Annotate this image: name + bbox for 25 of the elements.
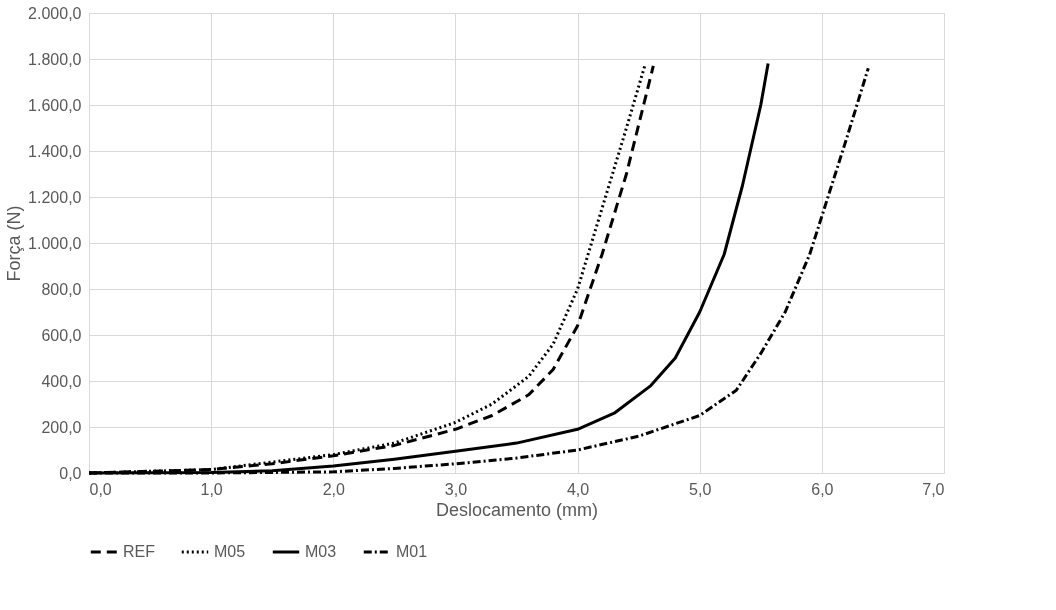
y-tick-label: 1.200,0 bbox=[28, 188, 82, 206]
y-tick-label: 600,0 bbox=[41, 326, 82, 344]
legend-label: M03 bbox=[305, 543, 337, 560]
x-tick-label: 7,0 bbox=[922, 480, 945, 498]
y-tick-label: 1.600,0 bbox=[28, 96, 82, 114]
x-tick-label: 6,0 bbox=[811, 480, 834, 498]
y-tick-label: 2.000,0 bbox=[28, 4, 82, 22]
x-tick-label: 3,0 bbox=[444, 480, 468, 498]
y-tick-label: 1.400,0 bbox=[28, 142, 82, 160]
x-tick-label: 2,0 bbox=[322, 480, 345, 498]
y-tick-label: 200,0 bbox=[41, 418, 82, 436]
x-axis-title: Deslocamento (mm) bbox=[435, 499, 599, 520]
y-tick-label: 800,0 bbox=[41, 280, 82, 298]
x-tick-label: 1,0 bbox=[200, 480, 223, 498]
x-tick-label: 0,0 bbox=[89, 480, 112, 498]
x-tick-label: 4,0 bbox=[566, 480, 590, 498]
y-tick-label: 0,0 bbox=[59, 464, 82, 482]
legend-label: M01 bbox=[396, 543, 428, 560]
x-tick-label: 5,0 bbox=[689, 480, 712, 498]
y-tick-label: 1.800,0 bbox=[28, 50, 82, 68]
legend-label: M05 bbox=[214, 543, 246, 560]
y-tick-label: 400,0 bbox=[41, 372, 82, 390]
legend-label: REF bbox=[123, 543, 156, 560]
y-tick-label: 1.000,0 bbox=[28, 234, 82, 252]
y-axis-title: Força (N) bbox=[4, 205, 25, 282]
